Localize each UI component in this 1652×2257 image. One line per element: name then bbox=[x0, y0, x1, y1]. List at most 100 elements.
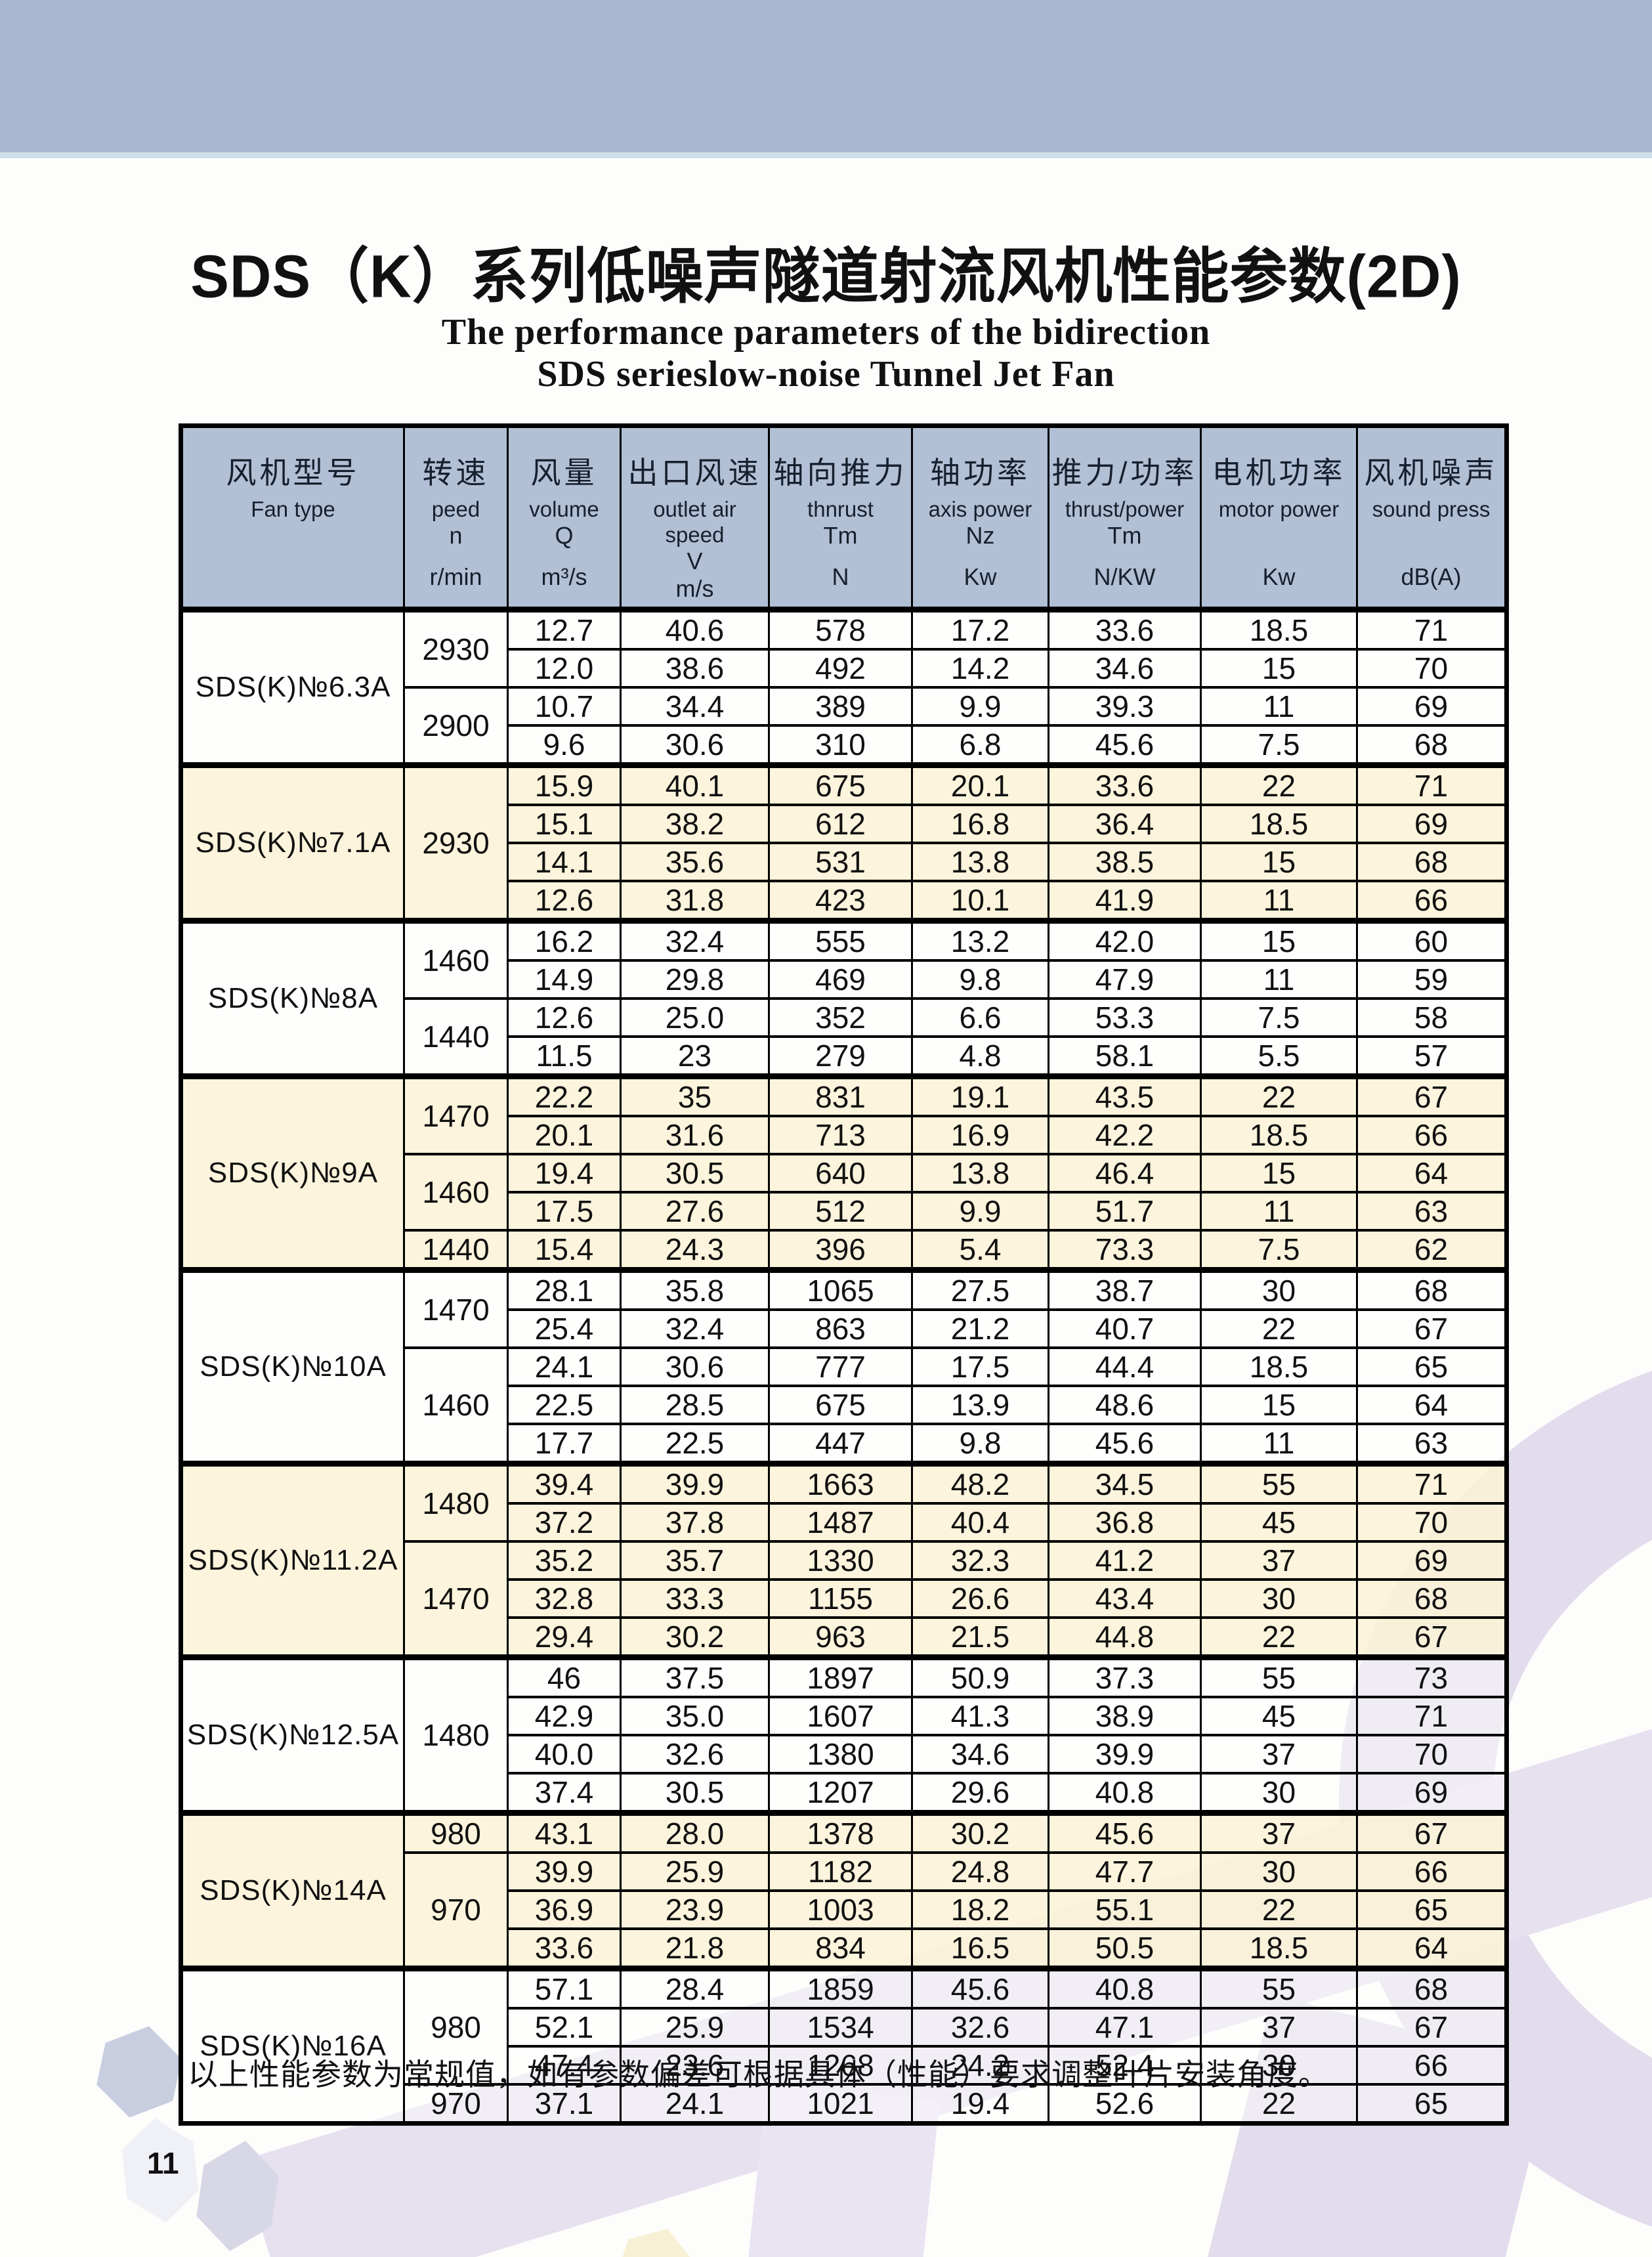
fan-section: SDS(K)№14A 980 43.1 28.0 1378 30.2 45.6 37 67 970… bbox=[180, 1810, 1508, 1969]
value-cell: 35.6 bbox=[620, 842, 770, 882]
value-cell: 447 bbox=[768, 1423, 913, 1465]
value-cell: 40.7 bbox=[1048, 1308, 1202, 1349]
table-row: 1440 15.4 24.3 396 5.4 73.3 7.5 62 bbox=[181, 1229, 1508, 1271]
column-header-label: thnrust bbox=[807, 497, 874, 521]
value-cell: 30.5 bbox=[620, 1772, 770, 1814]
fan-section: SDS(K)№10A 1470 28.1 35.8 1065 27.5 38.7 30 68 25… bbox=[180, 1267, 1508, 1465]
value-cell: 7.5 bbox=[1200, 997, 1358, 1038]
value-cell: 42.0 bbox=[1048, 918, 1202, 962]
value-cell: 44.8 bbox=[1048, 1616, 1202, 1658]
value-cell: 6.6 bbox=[911, 997, 1049, 1038]
value-cell: 14.9 bbox=[507, 959, 622, 1000]
fan-type-cell: SDS(K)№12.5A bbox=[180, 1654, 405, 1814]
table-row: SDS(K)№12.5A 1480 46 37.5 1897 50.9 37.3 55 73 bbox=[180, 1654, 1508, 1814]
value-cell: 18.5 bbox=[1200, 1346, 1358, 1387]
value-cell: 22 bbox=[1200, 1616, 1358, 1658]
value-cell: 67 bbox=[1356, 1616, 1508, 1658]
value-cell: 22 bbox=[1200, 1308, 1358, 1349]
value-cell: 28.5 bbox=[620, 1385, 770, 1425]
speed-cell: 970 bbox=[403, 2083, 509, 2124]
column-header-label: m/s bbox=[675, 575, 714, 602]
value-cell: 52.6 bbox=[1048, 2083, 1202, 2124]
value-cell: 15 bbox=[1200, 918, 1358, 962]
value-cell: 512 bbox=[768, 1191, 913, 1232]
value-cell: 1207 bbox=[768, 1772, 913, 1814]
value-cell: 58 bbox=[1356, 997, 1508, 1038]
value-cell: 38.7 bbox=[1048, 1267, 1202, 1311]
value-cell: 1380 bbox=[768, 1734, 913, 1774]
value-cell: 47.9 bbox=[1048, 959, 1202, 1000]
value-cell: 37.1 bbox=[507, 2083, 622, 2124]
value-cell: 53.3 bbox=[1048, 997, 1202, 1038]
value-cell: 55 bbox=[1200, 1654, 1358, 1698]
value-cell: 24.2 bbox=[911, 2045, 1049, 2086]
value-cell: 13.8 bbox=[911, 1153, 1049, 1193]
value-cell: 12.7 bbox=[507, 607, 622, 651]
value-cell: 55 bbox=[1200, 1461, 1358, 1505]
value-cell: 63 bbox=[1356, 1191, 1508, 1232]
value-cell: 35 bbox=[620, 1073, 770, 1117]
value-cell: 36.4 bbox=[1048, 804, 1202, 844]
value-cell: 11.5 bbox=[507, 1035, 622, 1077]
value-cell: 59 bbox=[1356, 959, 1508, 1000]
value-cell: 13.8 bbox=[911, 842, 1049, 882]
value-cell: 28.1 bbox=[507, 1267, 622, 1311]
value-cell: 67 bbox=[1356, 2007, 1508, 2048]
value-cell: 34.6 bbox=[911, 1734, 1049, 1774]
value-cell: 57 bbox=[1356, 1035, 1508, 1077]
column-header-content: 轴功率 axis power Nz Kw bbox=[913, 428, 1048, 607]
value-cell: 70 bbox=[1356, 1502, 1508, 1543]
table-row: 1460 19.4 30.5 640 13.8 46.4 15 64 bbox=[181, 1153, 1508, 1232]
value-cell: 68 bbox=[1356, 724, 1508, 766]
column-header-label: N bbox=[832, 563, 849, 590]
value-cell: 46 bbox=[507, 1654, 622, 1698]
fan-type-cell: SDS(K)№6.3A bbox=[180, 607, 405, 766]
value-cell: 32.3 bbox=[911, 1540, 1049, 1581]
column-header-label: Q bbox=[555, 522, 574, 549]
value-cell: 37.8 bbox=[620, 1502, 770, 1543]
table-row: 9.6 30.6 310 6.8 45.6 7.5 68 bbox=[181, 724, 1508, 766]
value-cell: 67 bbox=[1356, 1810, 1508, 1854]
speed-cell: 2930 bbox=[403, 607, 509, 689]
value-cell: 30.6 bbox=[620, 1346, 770, 1387]
value-cell: 33.6 bbox=[1048, 607, 1202, 651]
table-row: 970 37.1 24.1 1021 19.4 52.6 22 65 bbox=[181, 2083, 1508, 2124]
value-cell: 30.6 bbox=[620, 724, 770, 766]
speed-cell: 1480 bbox=[403, 1461, 509, 1543]
page-title: SDS（K）系列低噪声隧道射流风机性能参数(2D) bbox=[190, 242, 1462, 311]
value-cell: 66 bbox=[1356, 1115, 1508, 1155]
value-cell: 35.8 bbox=[620, 1267, 770, 1311]
column-header: 风机噪声 sound press dB(A) bbox=[1356, 425, 1508, 612]
value-cell: 63 bbox=[1356, 1423, 1508, 1465]
speed-cell: 1460 bbox=[403, 918, 509, 1000]
value-cell: 7.5 bbox=[1200, 724, 1358, 766]
column-header-label: r/min bbox=[429, 563, 482, 590]
column-header-label: 轴向推力 bbox=[773, 456, 908, 490]
value-cell: 1897 bbox=[768, 1654, 913, 1698]
value-cell: 73.3 bbox=[1048, 1229, 1202, 1271]
column-header-content: 推力/功率 thrust/power Tm N/KW bbox=[1049, 428, 1200, 607]
value-cell: 17.7 bbox=[507, 1423, 622, 1465]
value-cell: 67 bbox=[1356, 1308, 1508, 1349]
value-cell: 21.2 bbox=[911, 1308, 1049, 1349]
column-header-label: 转速 bbox=[422, 456, 490, 490]
value-cell: 1859 bbox=[768, 1966, 913, 2010]
value-cell: 37 bbox=[1200, 1540, 1358, 1581]
value-cell: 310 bbox=[768, 724, 913, 766]
column-header-label: 电机功率 bbox=[1212, 456, 1346, 490]
value-cell: 39.3 bbox=[1048, 686, 1202, 727]
column-header: 转速 peed n r/min bbox=[403, 425, 509, 612]
value-cell: 9.9 bbox=[911, 686, 1049, 727]
value-cell: 531 bbox=[768, 842, 913, 882]
value-cell: 37.3 bbox=[1048, 1654, 1202, 1698]
value-cell: 38.6 bbox=[620, 648, 770, 689]
column-header: 风机型号 Fan type bbox=[180, 425, 405, 612]
value-cell: 20.1 bbox=[911, 762, 1049, 806]
value-cell: 28.0 bbox=[620, 1810, 770, 1854]
value-cell: 1534 bbox=[768, 2007, 913, 2048]
value-cell: 68 bbox=[1356, 842, 1508, 882]
value-cell: 10.1 bbox=[911, 880, 1049, 922]
value-cell: 18.5 bbox=[1200, 607, 1358, 651]
value-cell: 7.5 bbox=[1200, 1229, 1358, 1271]
